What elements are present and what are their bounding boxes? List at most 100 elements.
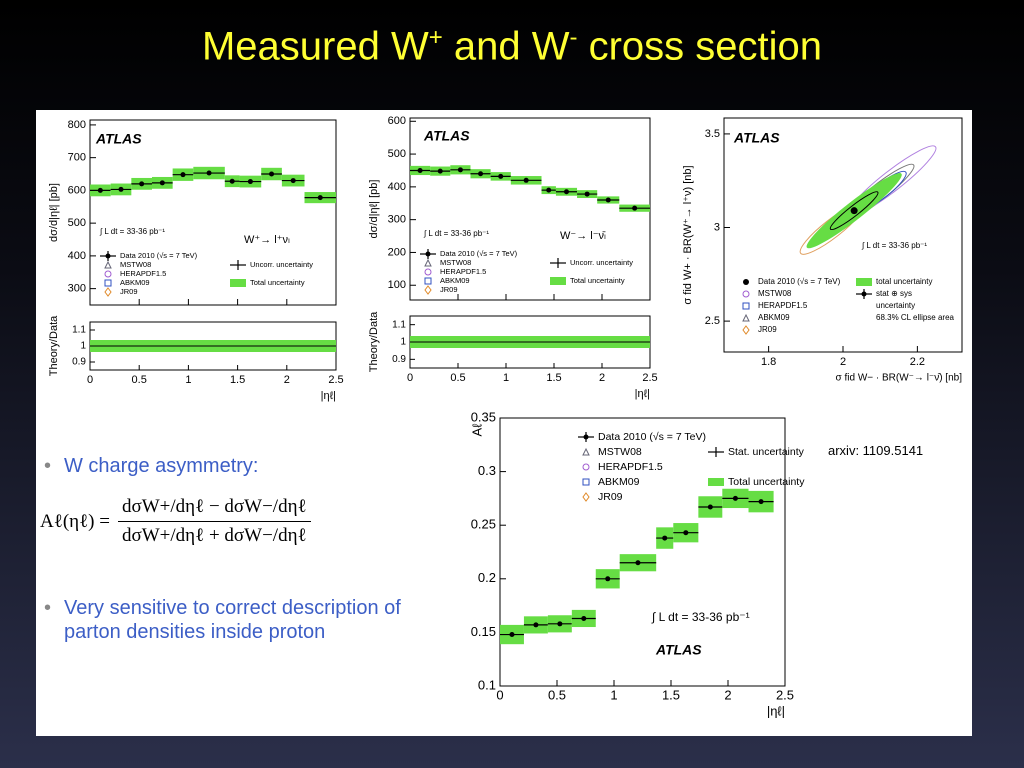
y-tick-label: 0.1 [478,677,496,692]
legend-marker [583,434,589,440]
data-point [632,205,638,211]
plot-frame [499,417,786,687]
x-tick-label: 1.8 [761,356,776,368]
lumi-label: ∫ L dt = 33-36 pb⁻¹ [861,241,927,250]
formula-lhs: Aℓ(ηℓ) = [40,510,110,532]
x-axis-label: |ηℓ| [635,388,650,400]
legend-label: ABKM09 [440,276,470,285]
ratio-y-tick-label: 0.9 [392,354,406,365]
y-tick-label: 400 [68,250,86,262]
title-text: cross section [577,24,822,69]
data-point [478,171,484,177]
x-tick-label: 0.5 [132,374,147,386]
data-point [290,178,296,184]
lumi-label: ∫ L dt = 33-36 pb⁻¹ [651,610,750,624]
lumi-label: ∫ L dt = 33-36 pb⁻¹ [99,227,165,236]
x-tick-label: 2.5 [642,372,657,384]
legend-marker [104,260,112,269]
data-point [118,186,124,192]
y-tick-label: 0.15 [471,624,496,639]
legend-marker [424,268,432,276]
legend-marker [742,313,750,322]
legend-label: 68.3% CL ellipse area [876,313,955,322]
ratio-axis-label: Theory/Data [368,311,380,372]
y-tick-label: 200 [388,246,406,258]
y-axis-label: dσ/d|ηℓ| [pb] [368,180,380,239]
data-point [581,615,587,621]
y-tick-label: 100 [388,279,406,291]
x-tick-label: 2 [599,372,605,384]
data-point [707,504,713,510]
stat-ellipse [829,191,879,231]
x-tick-label: 0.5 [548,687,566,702]
legend-label: Data 2010 (√s = 7 TeV) [598,431,706,443]
legend-label: uncertainty [876,301,915,310]
legend-marker [582,478,590,486]
x-tick-label: 1.5 [230,374,245,386]
data-point [732,495,738,501]
x-tick-label: 2 [724,687,731,702]
data-point [269,171,275,177]
y-tick-label: 700 [68,152,86,164]
x-axis-label: |ηℓ| [321,390,336,402]
title-text: and W [442,24,570,69]
x-tick-label: 2.5 [328,374,343,386]
y-tick-label: 600 [68,184,86,196]
legend-label: MSTW08 [440,258,471,267]
ratio-axis-label: Theory/Data [48,315,60,376]
legend-label: total uncertainty [876,277,932,286]
legend-marker [424,258,432,267]
data-point [317,195,323,201]
legend-marker [582,447,590,456]
legend-marker [104,287,112,297]
x-tick-label: 0 [496,687,503,702]
legend-label: HERAPDF1.5 [598,461,663,473]
bullet-text: Very sensitive to correct description of… [64,597,401,643]
y-tick-label: 300 [388,214,406,226]
legend-marker [742,302,750,310]
data-point [584,191,590,197]
data-point [546,187,552,193]
legend-label: ABKM09 [598,476,640,488]
legend-label: MSTW08 [120,260,151,269]
plot-frame [89,119,337,306]
denominator: dσW+/dηℓ + dσW−/dηℓ [121,525,307,546]
atlas-label: ATLAS [733,130,780,146]
data-point [457,167,463,173]
fraction: dσW+/dηℓ − dσW−/dηℓ dσW+/dηℓ + dσW−/dηℓ [117,496,311,547]
data-point [605,197,611,203]
legend-label: HERAPDF1.5 [120,269,166,278]
process-label: W⁺→ l⁺νₗ [244,234,290,246]
y-tick-label: 0.3 [478,463,496,478]
lumi-label: ∫ L dt = 33-36 pb⁻¹ [423,229,489,238]
y-tick-label: 3.5 [705,128,720,140]
x-tick-label: 2 [284,374,290,386]
process-label: W⁻→ l⁻ν̄ₗ [560,230,606,242]
data-point [850,207,858,215]
y-tick-label: 0.35 [471,409,496,424]
data-point [683,530,689,536]
atlas-label: ATLAS [655,642,702,658]
legend-label: JR09 [440,285,458,294]
title-sup: - [569,24,578,51]
legend-marker [424,277,432,285]
legend-label: Total uncertainty [250,278,305,287]
y-tick-label: 300 [68,283,86,295]
x-axis-label: |ηℓ| [767,703,785,718]
data-point [97,187,103,193]
data-point [635,560,641,566]
x-tick-label: 2.2 [910,356,925,368]
legend-label: HERAPDF1.5 [440,267,486,276]
legend-marker [743,279,749,285]
legend-marker [861,291,867,297]
slide-title: Measured W+ and W- cross section [0,24,1024,69]
data-point [247,179,253,185]
title-sup: + [428,24,443,51]
bullet-text: W charge asymmetry: [64,455,259,477]
x-tick-label: 0.5 [450,372,465,384]
legend-label: JR09 [758,325,777,334]
data-point [605,576,611,582]
legend-label: Stat. uncertainty [728,446,805,458]
legend-marker [582,492,590,502]
